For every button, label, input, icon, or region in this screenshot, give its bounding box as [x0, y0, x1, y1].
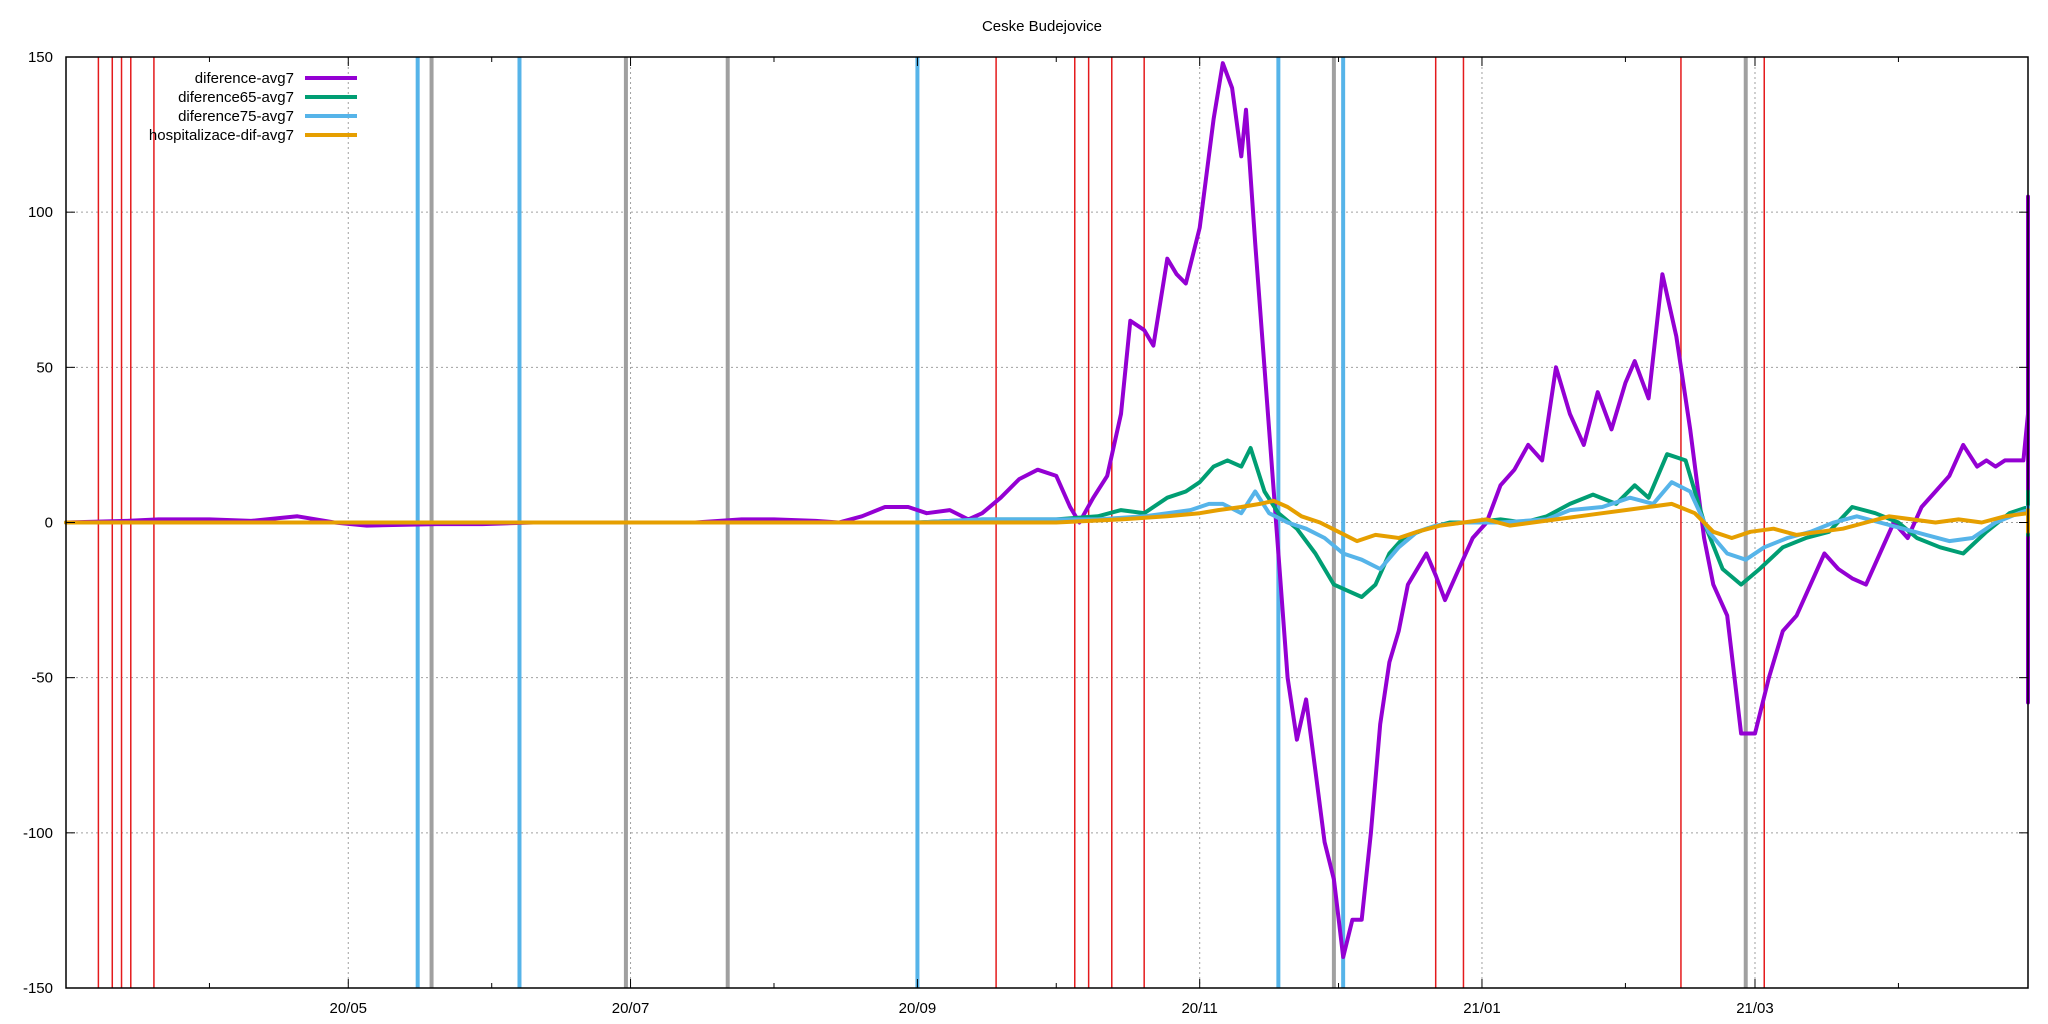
legend-label: diference75-avg7 — [178, 108, 294, 125]
legend: diference-avg7 diference65-avg7 diference7… — [149, 70, 357, 144]
y-tick-label: -150 — [23, 980, 53, 997]
y-tick-label: -100 — [23, 825, 53, 842]
x-tick-label: 20/09 — [899, 1000, 937, 1017]
chart-title: Ceske Budejovice — [982, 18, 1102, 35]
y-tick-label: -50 — [31, 670, 53, 687]
y-tick-label: 100 — [28, 204, 53, 221]
legend-label: diference-avg7 — [195, 70, 294, 87]
y-tick-label: 150 — [28, 49, 53, 66]
y-tick-label: 0 — [45, 515, 53, 532]
x-tick-label: 21/01 — [1463, 1000, 1501, 1017]
legend-label: hospitalizace-dif-avg7 — [149, 127, 294, 144]
x-tick-label: 20/07 — [612, 1000, 650, 1017]
y-tick-label: 50 — [36, 359, 53, 376]
x-tick-label: 20/11 — [1181, 1000, 1217, 1017]
x-tick-label: 20/05 — [329, 1000, 367, 1017]
axes: -150 -100 -50 0 50 100 150 20/05 20/07 20/09 20/11… — [23, 49, 2028, 1017]
legend-label: diference65-avg7 — [178, 89, 294, 106]
x-tick-label: 21/03 — [1736, 1000, 1774, 1017]
